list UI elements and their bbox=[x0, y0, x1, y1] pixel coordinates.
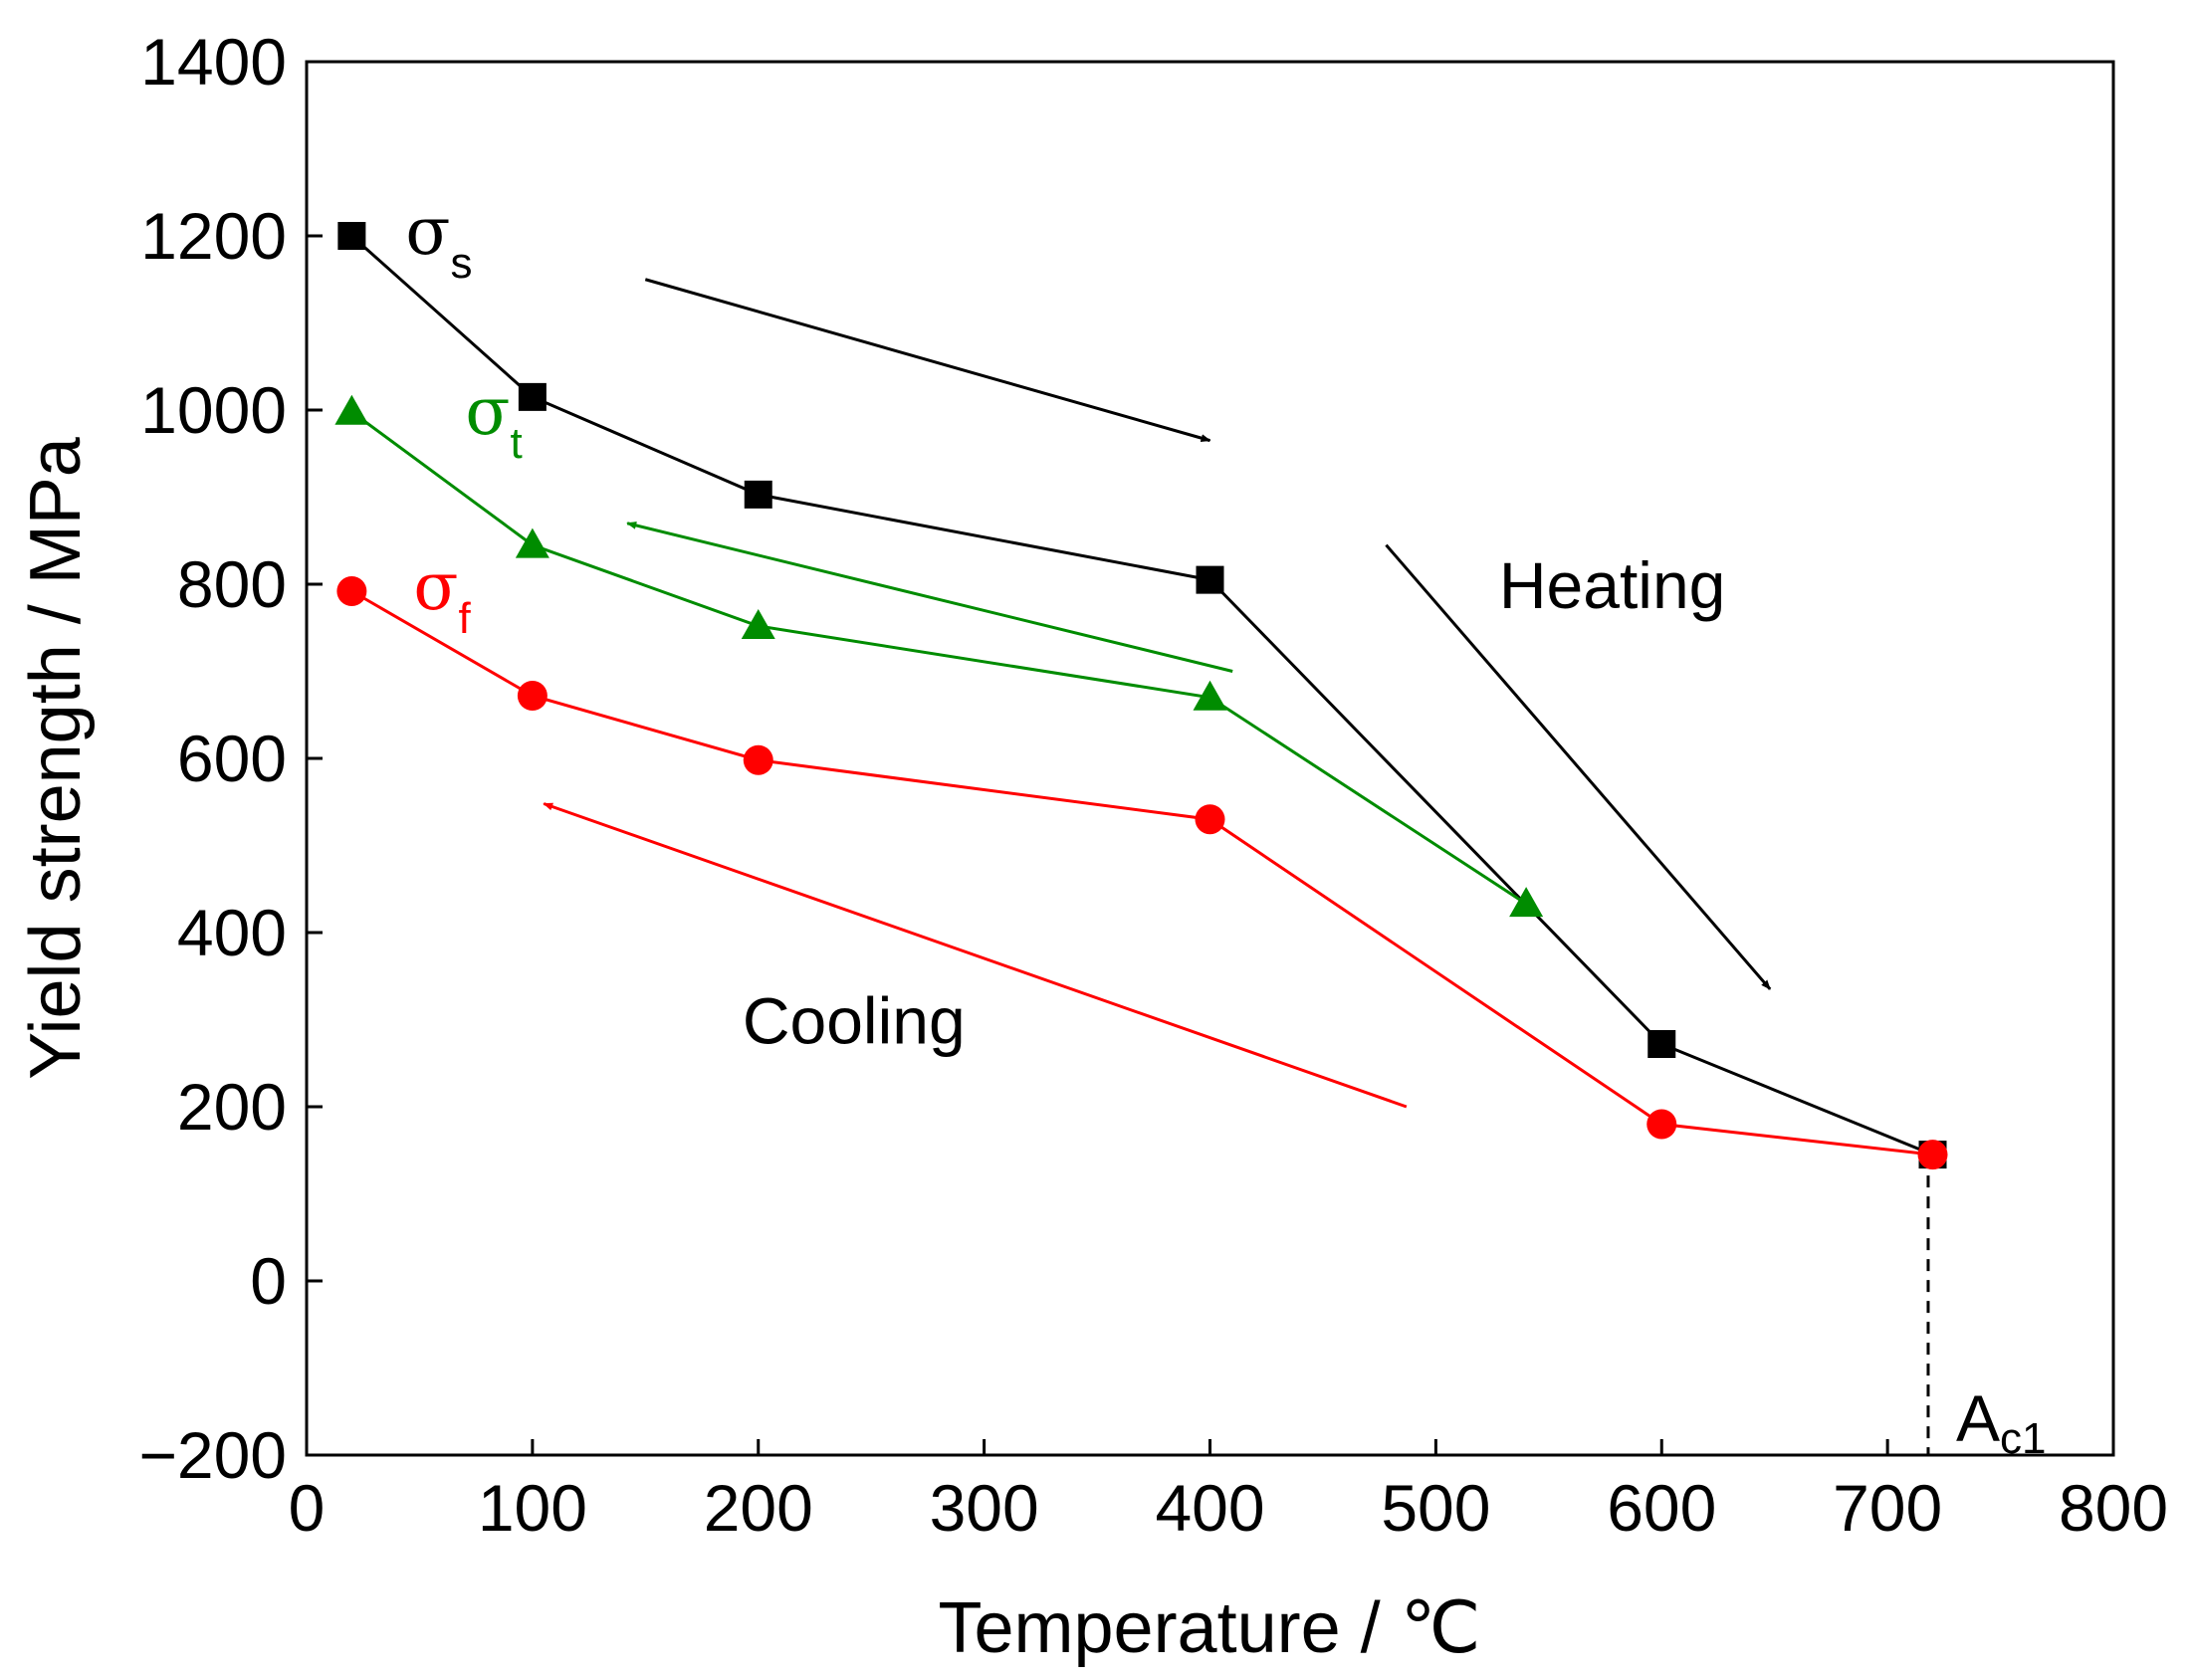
x-tick-label: 800 bbox=[2059, 1471, 2168, 1545]
y-tick-label: 1400 bbox=[140, 25, 287, 99]
heating-arrow-lower bbox=[1385, 543, 1772, 990]
sigma-f-point bbox=[743, 744, 773, 775]
x-tick-label: 100 bbox=[478, 1471, 587, 1545]
sigma-t-point bbox=[1193, 680, 1227, 711]
sigma-s-point bbox=[337, 222, 366, 250]
ac1-label-subscript: c1 bbox=[2000, 1414, 2046, 1463]
y-tick-label: 1000 bbox=[140, 373, 287, 447]
sigma-t-point bbox=[741, 609, 775, 639]
y-tick-label: 1200 bbox=[140, 199, 287, 273]
axis-ticks: 0 100 200 300 400 500 600 700 800−20002004006008… bbox=[138, 25, 2168, 1545]
x-tick-label: 300 bbox=[930, 1471, 1039, 1545]
sigma-t-point bbox=[1509, 887, 1544, 918]
y-tick-label: −200 bbox=[138, 1418, 287, 1492]
x-tick-label: 400 bbox=[1155, 1471, 1264, 1545]
sigma-t-label: σt bbox=[465, 373, 522, 468]
sigma-f-point bbox=[1195, 804, 1225, 835]
x-tick-label: 200 bbox=[704, 1471, 813, 1545]
y-tick-label: 600 bbox=[177, 722, 287, 795]
plot-frame bbox=[305, 60, 2115, 1457]
sigma-f-point bbox=[1646, 1109, 1677, 1140]
sigma-f-point bbox=[1917, 1140, 1948, 1170]
sigma-t-point bbox=[515, 527, 549, 558]
sigma-f-point bbox=[336, 576, 367, 606]
sigma-s-point bbox=[518, 382, 547, 411]
cooling-arrow-green bbox=[626, 522, 1233, 673]
x-tick-label: 500 bbox=[1381, 1471, 1490, 1545]
x-tick-label: 600 bbox=[1607, 1471, 1716, 1545]
y-tick-label: 800 bbox=[177, 547, 287, 621]
ac1-label: Ac1 bbox=[1956, 1381, 2047, 1463]
ac1-reference: Ac1 bbox=[1926, 1155, 2047, 1463]
y-tick-label: 200 bbox=[177, 1070, 287, 1144]
sigma-s-label-subscript: s bbox=[450, 239, 472, 288]
sigma-s-line bbox=[350, 234, 1934, 1156]
data-series bbox=[334, 222, 1948, 1170]
y-tick-label: 0 bbox=[250, 1244, 287, 1318]
heating-label: Heating bbox=[1499, 548, 1726, 622]
sigma-t-point bbox=[334, 394, 369, 425]
sigma-t-line bbox=[350, 410, 1527, 906]
sigma-s-point bbox=[744, 480, 772, 509]
direction-arrows bbox=[543, 278, 1772, 1109]
sigma-f-label-subscript: f bbox=[458, 594, 471, 643]
series-labels: σs σt σf Heating Cooling bbox=[405, 193, 1725, 1058]
x-tick-label: 0 bbox=[289, 1471, 326, 1545]
x-tick-label: 700 bbox=[1833, 1471, 1942, 1545]
cooling-arrow-red bbox=[543, 802, 1408, 1109]
sigma-s-point bbox=[1647, 1030, 1676, 1058]
sigma-t-label-subscript: t bbox=[510, 419, 522, 468]
sigma-f-line bbox=[350, 589, 1933, 1156]
y-tick-label: 400 bbox=[177, 896, 287, 969]
sigma-s-point bbox=[1196, 565, 1224, 594]
heating-arrow-upper bbox=[644, 278, 1211, 443]
x-axis-title: Temperature / ℃ bbox=[938, 1588, 1480, 1668]
sigma-s-label: σs bbox=[405, 193, 472, 288]
sigma-f-label: σf bbox=[413, 548, 471, 643]
cooling-label: Cooling bbox=[743, 984, 966, 1058]
y-axis-title: Yield strength / MPa bbox=[16, 436, 96, 1080]
sigma-f-point bbox=[517, 681, 548, 711]
